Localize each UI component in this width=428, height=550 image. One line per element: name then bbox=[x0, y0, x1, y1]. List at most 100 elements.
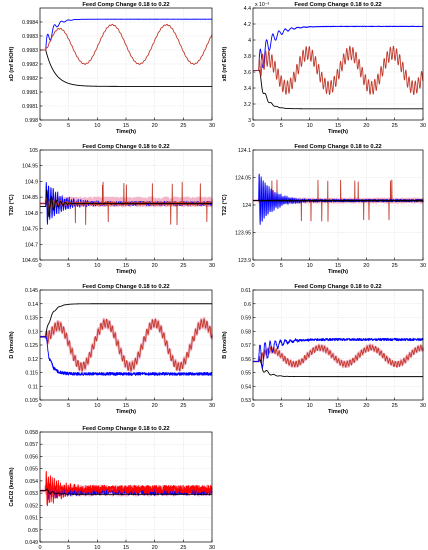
y-tick-label: 0.54 bbox=[241, 384, 251, 390]
y-tick-label: 104.7 bbox=[25, 242, 38, 248]
x-tick-label: 10 bbox=[307, 403, 313, 409]
x-tick-label: 10 bbox=[94, 123, 100, 129]
x-tick-label: 10 bbox=[94, 263, 100, 269]
y-tick-label: 104.95 bbox=[22, 164, 38, 170]
x-tick-label: 30 bbox=[209, 123, 215, 129]
y-tick-label: 0.052 bbox=[25, 503, 38, 509]
y-tick-label: 0.58 bbox=[241, 329, 251, 335]
chart-title: Feed Comp Change 0.18 to 0.22 bbox=[82, 426, 169, 432]
x-axis-label: Time(h) bbox=[328, 269, 348, 275]
y-axis-label: T22 (°C) bbox=[222, 194, 228, 215]
series-line-3 bbox=[39, 303, 213, 338]
y-axis-label: CaCl2 (kmol/h) bbox=[9, 467, 15, 506]
series-line-2 bbox=[252, 25, 424, 72]
chart-panel-4: 0 5 10 15 20 25 30 123.9 123.95 124 124.05 124.1 Fee… bbox=[222, 144, 426, 275]
x-tick-label: 0 bbox=[38, 403, 41, 409]
x-tick-label: 0 bbox=[251, 263, 254, 269]
x-tick-label: 25 bbox=[392, 123, 398, 129]
y-tick-label: 104.65 bbox=[22, 258, 38, 264]
chart-title: Feed Comp Change 0.18 to 0.22 bbox=[294, 144, 381, 150]
y-tick-label: 0.056 bbox=[25, 454, 38, 460]
x-tick-label: 5 bbox=[67, 403, 70, 409]
y-tick-label: 0.9983 bbox=[22, 34, 38, 40]
y-tick-label: 124 bbox=[242, 203, 251, 209]
y-tick-label: 0.9983 bbox=[22, 48, 38, 54]
y-tick-label: 0.053 bbox=[25, 491, 38, 497]
y-tick-label: 0.054 bbox=[25, 479, 38, 485]
y-tick-label: 0.55 bbox=[241, 371, 251, 377]
y-tick-label: 3.6 bbox=[244, 70, 251, 76]
x-tick-label: 20 bbox=[152, 403, 158, 409]
x-tick-label: 25 bbox=[392, 403, 398, 409]
y-tick-label: 0.59 bbox=[241, 316, 251, 322]
series-line-4 bbox=[39, 488, 213, 495]
y-axis-label: D (kmol/h) bbox=[9, 331, 15, 358]
x-tick-label: 5 bbox=[67, 545, 70, 550]
y-tick-label: 4 bbox=[248, 38, 251, 44]
x-tick-label: 5 bbox=[67, 123, 70, 129]
x-tick-label: 15 bbox=[123, 123, 129, 129]
series-line-4 bbox=[39, 336, 213, 376]
y-tick-label: 0.53 bbox=[241, 398, 251, 404]
y-tick-label: 104.8 bbox=[25, 211, 38, 217]
y-tick-label: 105 bbox=[29, 148, 38, 154]
x-tick-label: 20 bbox=[363, 403, 369, 409]
chart-panel-1: 0 5 10 15 20 25 30 0.998 0.9981 0.9981 0.9982 0.998… bbox=[9, 2, 215, 135]
x-tick-label: 15 bbox=[123, 545, 129, 550]
series-line-2 bbox=[252, 344, 424, 368]
y-tick-label: 4.4 bbox=[244, 6, 251, 12]
chart-panel-3: 0 5 10 15 20 25 30 104.65 104.7 104.75 104.8 104.85… bbox=[9, 144, 215, 275]
y-tick-label: 3 bbox=[248, 118, 251, 124]
x-axis-label: Time(h) bbox=[116, 129, 136, 135]
y-tick-label: 3.4 bbox=[244, 86, 251, 92]
y-tick-label: 0.115 bbox=[25, 371, 38, 377]
x-tick-label: 5 bbox=[67, 263, 70, 269]
x-axis-label: Time(h) bbox=[116, 409, 136, 415]
y-tick-label: 4.2 bbox=[244, 22, 251, 28]
series-line-4 bbox=[252, 337, 424, 369]
x-tick-label: 20 bbox=[152, 263, 158, 269]
x-tick-label: 20 bbox=[152, 545, 158, 550]
chart-title: Feed Comp Change 0.18 to 0.22 bbox=[294, 2, 381, 8]
x-tick-label: 30 bbox=[209, 403, 215, 409]
y-tick-label: 0.9984 bbox=[22, 20, 38, 26]
y-tick-label: 0.049 bbox=[25, 540, 38, 546]
y-tick-label: 0.105 bbox=[25, 398, 38, 404]
y-tick-label: 104.9 bbox=[25, 179, 38, 185]
y-tick-label: 0.61 bbox=[241, 288, 251, 294]
y-axis-label: B (kmol/h) bbox=[222, 331, 228, 358]
chart-title: Feed Comp Change 0.18 to 0.22 bbox=[294, 284, 381, 290]
y-tick-label: 0.051 bbox=[25, 516, 38, 522]
series-line-2 bbox=[39, 318, 213, 372]
y-tick-label: 0.9981 bbox=[22, 104, 38, 110]
x-tick-label: 30 bbox=[420, 403, 426, 409]
y-tick-label: 0.14 bbox=[28, 302, 38, 308]
x-tick-label: 15 bbox=[335, 263, 341, 269]
x-tick-label: 5 bbox=[280, 403, 283, 409]
y-tick-label: 0.057 bbox=[25, 442, 38, 448]
y-tick-label: 3.2 bbox=[244, 102, 251, 108]
y-tick-label: 123.9 bbox=[238, 258, 251, 264]
x-tick-label: 0 bbox=[38, 263, 41, 269]
series-line-1 bbox=[252, 69, 424, 110]
x-tick-label: 10 bbox=[94, 545, 100, 550]
chart-panel-6: 0 5 10 15 20 25 30 0.53 0.54 0.55 0.56 0.57 0.58 0.59… bbox=[222, 284, 426, 415]
chart-title: Feed Comp Change 0.18 to 0.22 bbox=[82, 284, 169, 290]
y-tick-label: 0.055 bbox=[25, 467, 38, 473]
x-tick-label: 0 bbox=[38, 123, 41, 129]
y-tick-label: 0.145 bbox=[25, 288, 38, 294]
x-tick-label: 0 bbox=[251, 403, 254, 409]
series-line-4 bbox=[39, 189, 213, 218]
x-tick-label: 30 bbox=[420, 263, 426, 269]
series-line-3 bbox=[252, 45, 424, 96]
x-tick-label: 0 bbox=[38, 545, 41, 550]
x-tick-label: 15 bbox=[123, 263, 129, 269]
x-tick-label: 25 bbox=[180, 545, 186, 550]
x-tick-label: 5 bbox=[280, 123, 283, 129]
x-tick-label: 5 bbox=[280, 263, 283, 269]
y-tick-label: 0.57 bbox=[241, 343, 251, 349]
y-tick-label: 0.125 bbox=[25, 343, 38, 349]
chart-panel-2: 0 5 10 15 20 25 30 3 3.2 3.4 3.6 3.8 4 4.2 4.4 Feed Com… bbox=[222, 2, 426, 135]
x-tick-label: 15 bbox=[335, 123, 341, 129]
